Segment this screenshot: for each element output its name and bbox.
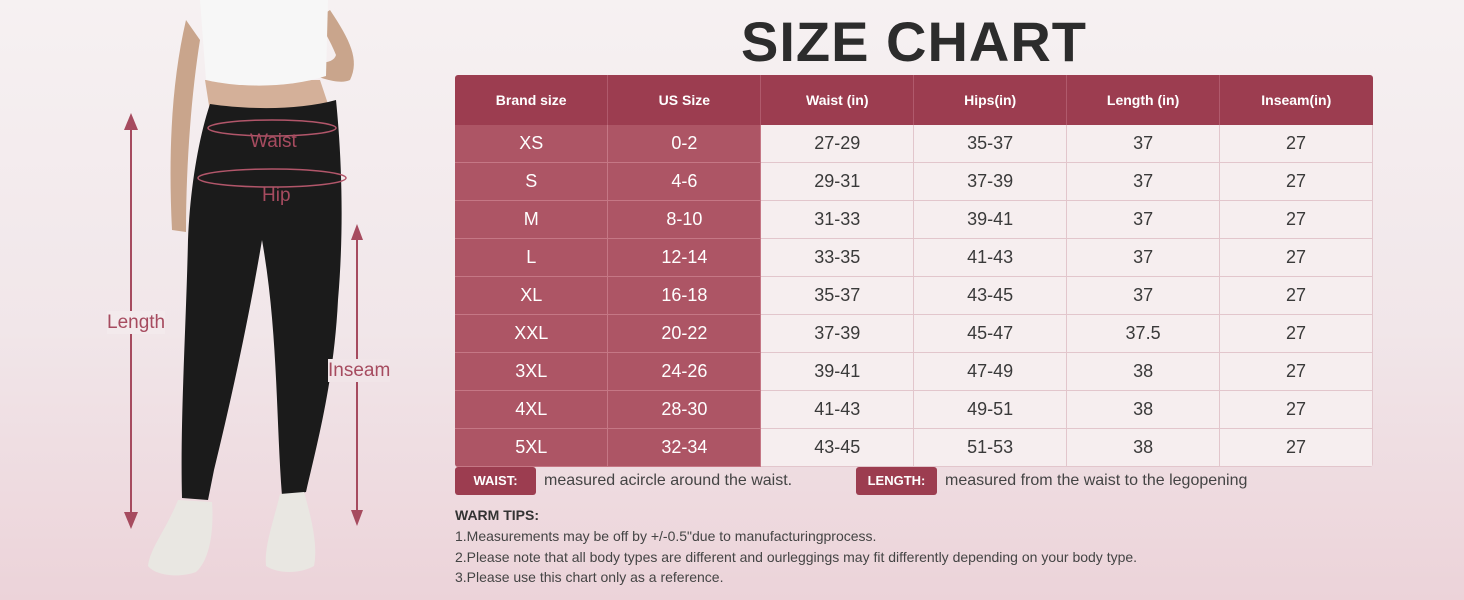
tip-item: 3.Please use this chart only as a refere… [455, 569, 724, 585]
cell-hips: 37-39 [913, 162, 1068, 201]
header-us-size: US Size [607, 75, 762, 125]
waist-tag: WAIST: [455, 467, 536, 495]
cell-length: 37 [1066, 276, 1221, 315]
cell-brand-size: 4XL [455, 390, 609, 429]
table-row: XS 0-2 27-29 35-37 37 27 [455, 125, 1373, 163]
cell-hips: 41-43 [913, 238, 1068, 277]
inseam-label: Inseam [328, 359, 391, 382]
cell-inseam: 27 [1219, 276, 1373, 315]
length-tag: LENGTH: [856, 467, 937, 495]
cell-hips: 35-37 [913, 125, 1068, 163]
table-row: 3XL 24-26 39-41 47-49 38 27 [455, 352, 1373, 391]
cell-us-size: 20-22 [607, 314, 762, 353]
cell-hips: 39-41 [913, 200, 1068, 239]
cell-length: 37 [1066, 238, 1221, 277]
cell-waist: 37-39 [760, 314, 915, 353]
cell-brand-size: 5XL [455, 428, 609, 467]
model-figure: Waist Hip Length Inseam [0, 0, 440, 600]
table-row: XL 16-18 35-37 43-45 37 27 [455, 276, 1373, 315]
table-row: L 12-14 33-35 41-43 37 27 [455, 238, 1373, 277]
waist-label: Waist [250, 131, 297, 152]
cell-inseam: 27 [1219, 125, 1373, 163]
cell-us-size: 8-10 [607, 200, 762, 239]
cell-brand-size: XS [455, 125, 609, 163]
cell-length: 38 [1066, 390, 1221, 429]
cell-length: 38 [1066, 352, 1221, 391]
cell-hips: 45-47 [913, 314, 1068, 353]
page-title: SIZE CHART [741, 10, 1087, 73]
cell-us-size: 12-14 [607, 238, 762, 277]
cell-brand-size: XL [455, 276, 609, 315]
cell-hips: 43-45 [913, 276, 1068, 315]
cell-length: 37.5 [1066, 314, 1221, 353]
model-illustration [124, 0, 363, 576]
table-header-row: Brand size US Size Waist (in) Hips(in) L… [455, 75, 1373, 125]
cell-waist: 33-35 [760, 238, 915, 277]
warm-tips-heading: WARM TIPS: [455, 507, 539, 523]
cell-length: 38 [1066, 428, 1221, 467]
cell-waist: 43-45 [760, 428, 915, 467]
length-definition: measured from the waist to the legopenin… [945, 472, 1248, 489]
cell-waist: 39-41 [760, 352, 915, 391]
cell-brand-size: S [455, 162, 609, 201]
cell-waist: 35-37 [760, 276, 915, 315]
cell-hips: 47-49 [913, 352, 1068, 391]
table-row: 4XL 28-30 41-43 49-51 38 27 [455, 390, 1373, 429]
header-waist: Waist (in) [760, 75, 915, 125]
cell-length: 37 [1066, 162, 1221, 201]
hip-label: Hip [262, 185, 291, 206]
header-length: Length (in) [1066, 75, 1221, 125]
cell-inseam: 27 [1219, 390, 1373, 429]
cell-us-size: 28-30 [607, 390, 762, 429]
cell-brand-size: XXL [455, 314, 609, 353]
cell-inseam: 27 [1219, 162, 1373, 201]
cell-hips: 51-53 [913, 428, 1068, 467]
table-row: XXL 20-22 37-39 45-47 37.5 27 [455, 314, 1373, 353]
cell-brand-size: M [455, 200, 609, 239]
cell-brand-size: L [455, 238, 609, 277]
cell-waist: 29-31 [760, 162, 915, 201]
cell-length: 37 [1066, 200, 1221, 239]
cell-inseam: 27 [1219, 428, 1373, 467]
cell-us-size: 24-26 [607, 352, 762, 391]
cell-inseam: 27 [1219, 314, 1373, 353]
header-inseam: Inseam(in) [1219, 75, 1373, 125]
cell-brand-size: 3XL [455, 352, 609, 391]
cell-waist: 31-33 [760, 200, 915, 239]
tip-item: 1.Measurements may be off by +/-0.5"due … [455, 528, 877, 544]
cell-waist: 41-43 [760, 390, 915, 429]
size-table: Brand size US Size Waist (in) Hips(in) L… [455, 75, 1373, 467]
header-brand-size: Brand size [455, 75, 609, 125]
cell-us-size: 16-18 [607, 276, 762, 315]
waist-definition: measured acircle around the waist. [544, 472, 793, 489]
cell-us-size: 32-34 [607, 428, 762, 467]
cell-hips: 49-51 [913, 390, 1068, 429]
length-label: Length [107, 311, 166, 334]
cell-waist: 27-29 [760, 125, 915, 163]
cell-us-size: 4-6 [607, 162, 762, 201]
tip-item: 2.Please note that all body types are di… [455, 549, 1138, 565]
cell-inseam: 27 [1219, 352, 1373, 391]
cell-length: 37 [1066, 125, 1221, 163]
table-row: M 8-10 31-33 39-41 37 27 [455, 200, 1373, 239]
table-row: S 4-6 29-31 37-39 37 27 [455, 162, 1373, 201]
header-hips: Hips(in) [913, 75, 1068, 125]
cell-inseam: 27 [1219, 238, 1373, 277]
table-row: 5XL 32-34 43-45 51-53 38 27 [455, 428, 1373, 467]
cell-us-size: 0-2 [607, 125, 762, 163]
cell-inseam: 27 [1219, 200, 1373, 239]
